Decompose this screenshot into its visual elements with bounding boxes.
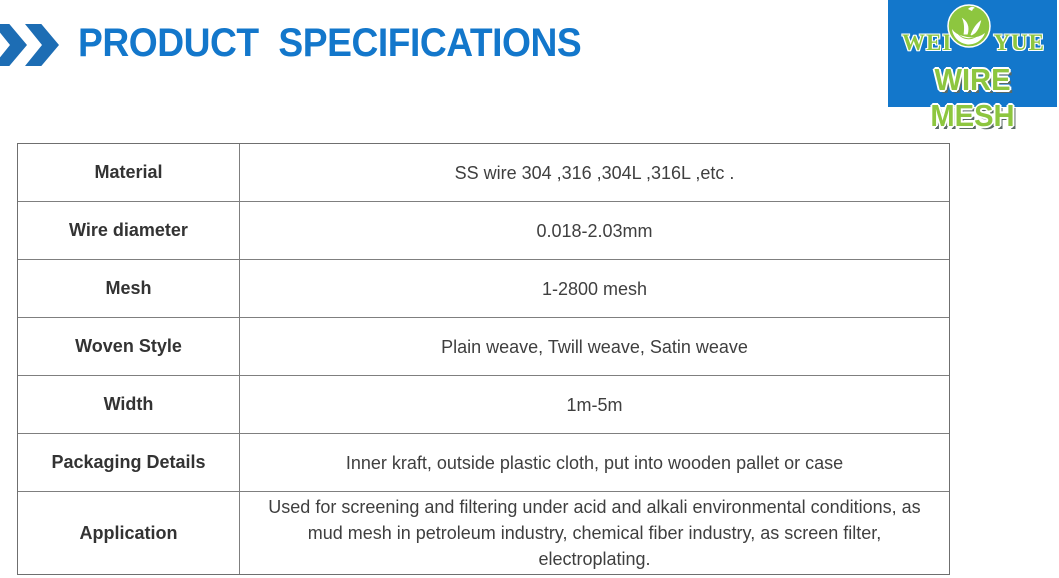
spec-value: 0.018-2.03mm xyxy=(536,220,653,241)
logo-subtitle: WIRE MESH xyxy=(930,62,1015,133)
page-title: PRODUCT SPECIFICATIONS xyxy=(78,21,582,65)
spec-value: Used for screening and filtering under a… xyxy=(268,497,921,569)
table-row: Woven Style Plain weave, Twill weave, Sat… xyxy=(18,317,949,375)
logo-word-yue: YUE xyxy=(993,30,1045,55)
spec-label: Mesh xyxy=(18,260,240,317)
company-logo: WEI YUE WIRE MESH xyxy=(888,0,1057,133)
table-row: Mesh 1-2800 mesh xyxy=(18,259,949,317)
spec-label: Packaging Details xyxy=(18,434,240,491)
spec-table: Material SS wire 304 ,316 ,304L ,316L ,et… xyxy=(17,143,950,575)
chevron-right-icon xyxy=(0,24,27,66)
spec-value: SS wire 304 ,316 ,304L ,316L ,etc . xyxy=(454,162,735,183)
table-row: Material SS wire 304 ,316 ,304L ,316L ,et… xyxy=(18,144,949,201)
spec-value: Inner kraft, outside plastic cloth, put … xyxy=(345,452,844,473)
table-row: Wire diameter 0.018-2.03mm xyxy=(18,201,949,259)
table-row: Packaging Details Inner kraft, outside pl… xyxy=(18,433,949,491)
table-row: Application Used for screening and filter… xyxy=(18,491,949,574)
spec-label: Woven Style xyxy=(18,318,240,375)
logo-word-wei: WEI xyxy=(902,30,953,55)
spec-value: 1-2800 mesh xyxy=(541,278,648,299)
spec-label: Width xyxy=(18,376,240,433)
leaf-emblem-icon xyxy=(946,3,992,54)
chevron-right-icon xyxy=(25,24,59,66)
spec-label: Material xyxy=(18,144,240,201)
logo-top-row: WEI YUE xyxy=(888,0,1057,62)
table-row: Width 1m-5m xyxy=(18,375,949,433)
spec-value: 1m-5m xyxy=(566,394,623,415)
spec-label: Application xyxy=(18,492,240,574)
spec-label: Wire diameter xyxy=(18,202,240,259)
spec-value: Plain weave, Twill weave, Satin weave xyxy=(441,336,748,357)
